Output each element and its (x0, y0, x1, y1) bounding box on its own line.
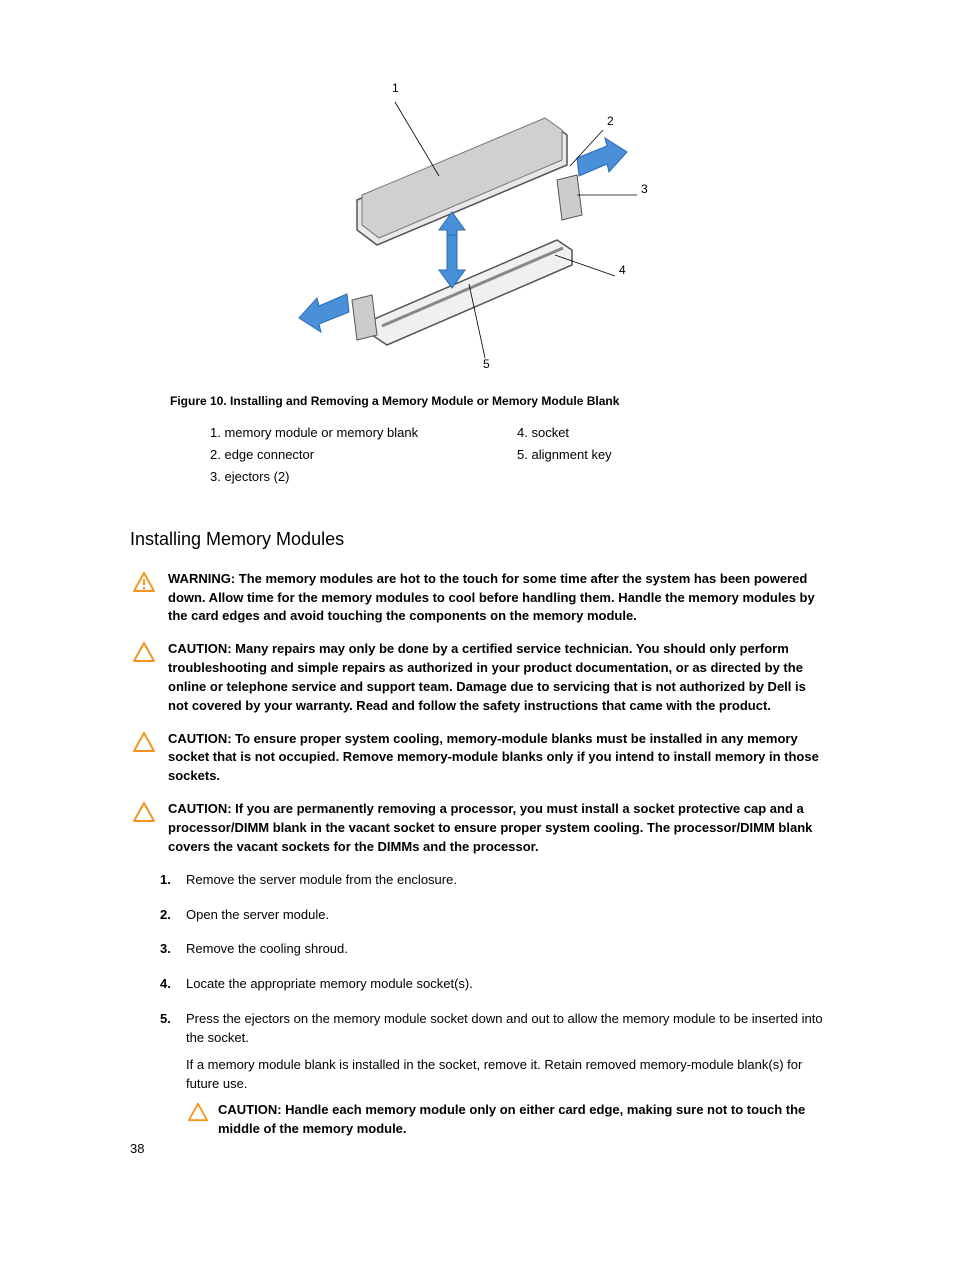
caution-notice: CAUTION: Many repairs may only be done b… (130, 640, 824, 715)
step-number: 4. (160, 975, 186, 993)
step: 5.Press the ejectors on the memory modul… (160, 1010, 824, 1139)
page-number: 38 (130, 1140, 144, 1158)
ejector-right (557, 175, 582, 220)
callout-numbers: 1 2 3 4 5 (392, 81, 648, 371)
section-heading: Installing Memory Modules (130, 527, 824, 552)
step-text: Press the ejectors on the memory module … (186, 1010, 824, 1048)
caution-icon (130, 641, 158, 663)
step-text: Remove the cooling shroud. (186, 940, 824, 959)
figure-block: 1 2 3 4 5 Figure 10. Installing and Removing… (130, 80, 824, 491)
legend-col-left: 1. memory module or memory blank 2. edge … (210, 424, 517, 491)
legend-item: 2. edge connector (210, 446, 517, 464)
callout-5: 5 (483, 357, 490, 371)
callout-2: 2 (607, 114, 614, 128)
caution-icon (186, 1102, 210, 1122)
step-number: 3. (160, 940, 186, 958)
step-number: 1. (160, 871, 186, 889)
figure-svg-wrap: 1 2 3 4 5 (130, 80, 824, 385)
caution-notice: CAUTION: Handle each memory module only … (186, 1101, 824, 1139)
caution-notice: CAUTION: To ensure proper system cooling… (130, 730, 824, 787)
step-text: If a memory module blank is installed in… (186, 1056, 824, 1094)
step-number: 5. (160, 1010, 186, 1028)
step: 1.Remove the server module from the encl… (160, 871, 824, 898)
step-body: Press the ejectors on the memory module … (186, 1010, 824, 1139)
arrow-left-out (299, 294, 349, 332)
notice-text: WARNING: The memory modules are hot to t… (168, 570, 824, 627)
figure-legend: 1. memory module or memory blank 2. edge … (210, 424, 824, 491)
warning-notice: WARNING: The memory modules are hot to t… (130, 570, 824, 627)
step-text: Remove the server module from the enclos… (186, 871, 824, 890)
notice-text: CAUTION: If you are permanently removing… (168, 800, 824, 857)
step: 4.Locate the appropriate memory module s… (160, 975, 824, 1002)
notices-container: WARNING: The memory modules are hot to t… (130, 570, 824, 857)
memory-module-diagram: 1 2 3 4 5 (287, 80, 667, 380)
socket-shape (372, 240, 572, 345)
leader-line-1 (395, 102, 439, 176)
legend-item: 1. memory module or memory blank (210, 424, 517, 442)
figure-caption: Figure 10. Installing and Removing a Mem… (170, 393, 824, 410)
step-text: Locate the appropriate memory module soc… (186, 975, 824, 994)
notice-text: CAUTION: Handle each memory module only … (218, 1101, 824, 1139)
step-body: Remove the server module from the enclos… (186, 871, 824, 898)
step-body: Locate the appropriate memory module soc… (186, 975, 824, 1002)
caution-icon (130, 801, 158, 823)
legend-item: 4. socket (517, 424, 824, 442)
step: 3.Remove the cooling shroud. (160, 940, 824, 967)
step-number: 2. (160, 906, 186, 924)
caution-notice: CAUTION: If you are permanently removing… (130, 800, 824, 857)
legend-item: 5. alignment key (517, 446, 824, 464)
arrow-down-up (439, 212, 465, 288)
ejector-left (352, 295, 377, 340)
steps-container: 1.Remove the server module from the encl… (130, 871, 824, 1139)
step-text: Open the server module. (186, 906, 824, 925)
caution-icon (130, 731, 158, 753)
legend-item: 3. ejectors (2) (210, 468, 517, 486)
notice-text: CAUTION: Many repairs may only be done b… (168, 640, 824, 715)
step: 2.Open the server module. (160, 906, 824, 933)
warning-icon (130, 571, 158, 593)
notice-text: CAUTION: To ensure proper system cooling… (168, 730, 824, 787)
legend-col-right: 4. socket 5. alignment key (517, 424, 824, 491)
callout-3: 3 (641, 182, 648, 196)
arrow-right-out (577, 138, 627, 176)
callout-4: 4 (619, 263, 626, 277)
callout-1: 1 (392, 81, 399, 95)
step-body: Open the server module. (186, 906, 824, 933)
step-body: Remove the cooling shroud. (186, 940, 824, 967)
